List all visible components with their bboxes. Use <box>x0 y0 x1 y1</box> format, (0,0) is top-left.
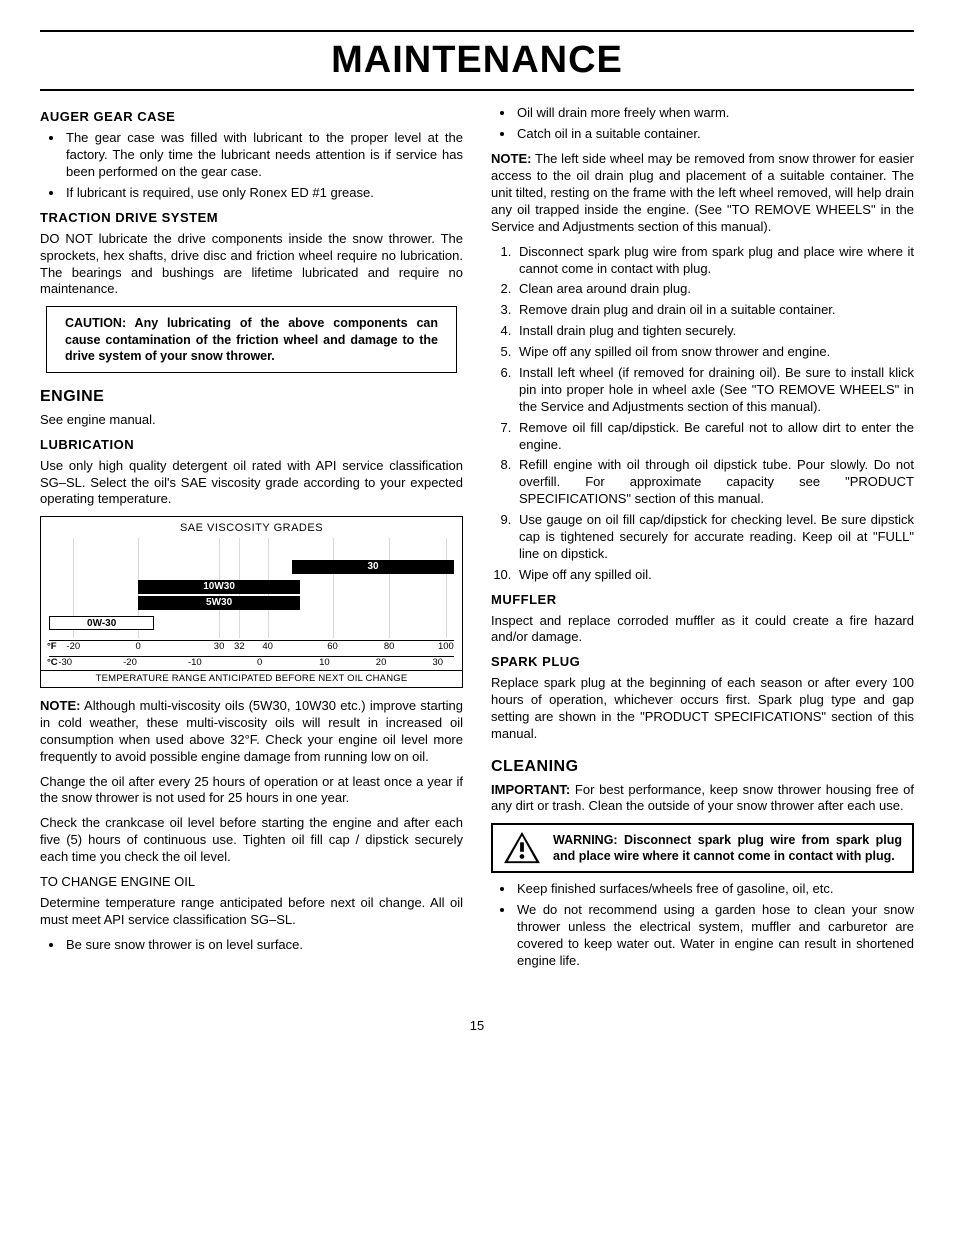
chart-bar: 5W30 <box>138 596 300 610</box>
to-change-heading: TO CHANGE ENGINE OIL <box>40 874 463 891</box>
axis-tick: 30 <box>214 641 225 653</box>
columns: AUGER GEAR CASE The gear case was filled… <box>40 101 914 977</box>
axis-tick: 100 <box>438 641 454 653</box>
engine-heading: ENGINE <box>40 387 463 408</box>
axis-tick: -30 <box>58 657 72 669</box>
chart-title: SAE VISCOSITY GRADES <box>41 517 462 537</box>
traction-heading: TRACTION DRIVE SYSTEM <box>40 210 463 227</box>
auger-list: The gear case was filled with lubricant … <box>40 130 463 202</box>
cleaning-heading: CLEANING <box>491 757 914 778</box>
list-item: Remove oil fill cap/dipstick. Be careful… <box>515 420 914 454</box>
cleaning-list: Keep finished surfaces/wheels free of ga… <box>491 881 914 969</box>
chart-bar: 30 <box>292 560 454 574</box>
note-label: NOTE: <box>40 698 80 713</box>
to-change-text: Determine temperature range anticipated … <box>40 895 463 929</box>
axis-tick: -10 <box>188 657 202 669</box>
drain-tips-list: Oil will drain more freely when warm. Ca… <box>491 105 914 143</box>
axis-tick: 32 <box>234 641 245 653</box>
viscosity-chart: SAE VISCOSITY GRADES 30 10W30 5W30 0W-30 °F… <box>40 516 463 688</box>
lubrication-text: Use only high quality detergent oil rate… <box>40 458 463 509</box>
chart-bar: 10W30 <box>138 580 300 594</box>
warning-box: WARNING: Disconnect spark plug wire from… <box>491 823 914 873</box>
page-title: MAINTENANCE <box>40 36 914 85</box>
right-column: Oil will drain more freely when warm. Ca… <box>491 101 914 977</box>
list-item: Disconnect spark plug wire from spark pl… <box>515 244 914 278</box>
change-interval-text: Change the oil after every 25 hours of o… <box>40 774 463 808</box>
warning-icon <box>503 831 541 865</box>
celsius-axis: °C -30 -20 -10 0 10 20 30 <box>49 656 454 670</box>
c-unit: °C <box>47 657 58 669</box>
note-body: Although multi-viscosity oils (5W30, 10W… <box>40 698 463 764</box>
caution-box: CAUTION: Any lubricating of the above co… <box>46 306 457 373</box>
axis-tick: 40 <box>262 641 273 653</box>
list-item: Catch oil in a suitable container. <box>515 126 914 143</box>
list-item: The gear case was filled with lubricant … <box>64 130 463 181</box>
to-change-list: Be sure snow thrower is on level surface… <box>40 937 463 954</box>
chart-bar: 0W-30 <box>49 616 154 630</box>
spark-plug-heading: SPARK PLUG <box>491 654 914 671</box>
axis-tick: 30 <box>433 657 444 669</box>
important-label: IMPORTANT: <box>491 782 570 797</box>
list-item: Oil will drain more freely when warm. <box>515 105 914 122</box>
axis-tick: 10 <box>319 657 330 669</box>
list-item: Install drain plug and tighten securely. <box>515 323 914 340</box>
axis-tick: -20 <box>66 641 80 653</box>
note-label: NOTE: <box>491 151 531 166</box>
list-item: Use gauge on oil fill cap/dipstick for c… <box>515 512 914 563</box>
bottom-rule <box>40 89 914 91</box>
list-item: Keep finished surfaces/wheels free of ga… <box>515 881 914 898</box>
note-text: NOTE: Although multi-viscosity oils (5W3… <box>40 698 463 766</box>
list-item: Wipe off any spilled oil. <box>515 567 914 584</box>
axis-tick: 0 <box>257 657 262 669</box>
note-body: The left side wheel may be removed from … <box>491 151 914 234</box>
engine-text: See engine manual. <box>40 412 463 429</box>
muffler-text: Inspect and replace corroded muffler as … <box>491 613 914 647</box>
traction-text: DO NOT lubricate the drive components in… <box>40 231 463 299</box>
list-item: Wipe off any spilled oil from snow throw… <box>515 344 914 361</box>
f-unit: °F <box>47 641 57 653</box>
list-item: Install left wheel (if removed for drain… <box>515 365 914 416</box>
lubrication-heading: LUBRICATION <box>40 437 463 454</box>
spark-plug-text: Replace spark plug at the beginning of e… <box>491 675 914 743</box>
list-item: Remove drain plug and drain oil in a sui… <box>515 302 914 319</box>
list-item: Clean area around drain plug. <box>515 281 914 298</box>
axis-tick: 80 <box>384 641 395 653</box>
auger-heading: AUGER GEAR CASE <box>40 109 463 126</box>
axis-tick: 20 <box>376 657 387 669</box>
list-item: We do not recommend using a garden hose … <box>515 902 914 970</box>
page-number: 15 <box>40 1018 914 1035</box>
cleaning-text: IMPORTANT: For best performance, keep sn… <box>491 782 914 816</box>
list-item: If lubricant is required, use only Ronex… <box>64 185 463 202</box>
warning-text: WARNING: Disconnect spark plug wire from… <box>553 832 902 865</box>
fahrenheit-axis: °F -20 0 30 32 40 60 80 100 <box>49 640 454 654</box>
axis-tick: 0 <box>135 641 140 653</box>
top-rule <box>40 30 914 32</box>
oil-change-steps: Disconnect spark plug wire from spark pl… <box>491 244 914 584</box>
wheel-note-text: NOTE: The left side wheel may be removed… <box>491 151 914 235</box>
muffler-heading: MUFFLER <box>491 592 914 609</box>
chart-area: 30 10W30 5W30 0W-30 <box>49 538 454 638</box>
left-column: AUGER GEAR CASE The gear case was filled… <box>40 101 463 977</box>
axis-tick: -20 <box>123 657 137 669</box>
chart-caption: TEMPERATURE RANGE ANTICIPATED BEFORE NEX… <box>41 670 462 687</box>
list-item: Be sure snow thrower is on level surface… <box>64 937 463 954</box>
check-level-text: Check the crankcase oil level before sta… <box>40 815 463 866</box>
axis-tick: 60 <box>327 641 338 653</box>
list-item: Refill engine with oil through oil dipst… <box>515 457 914 508</box>
